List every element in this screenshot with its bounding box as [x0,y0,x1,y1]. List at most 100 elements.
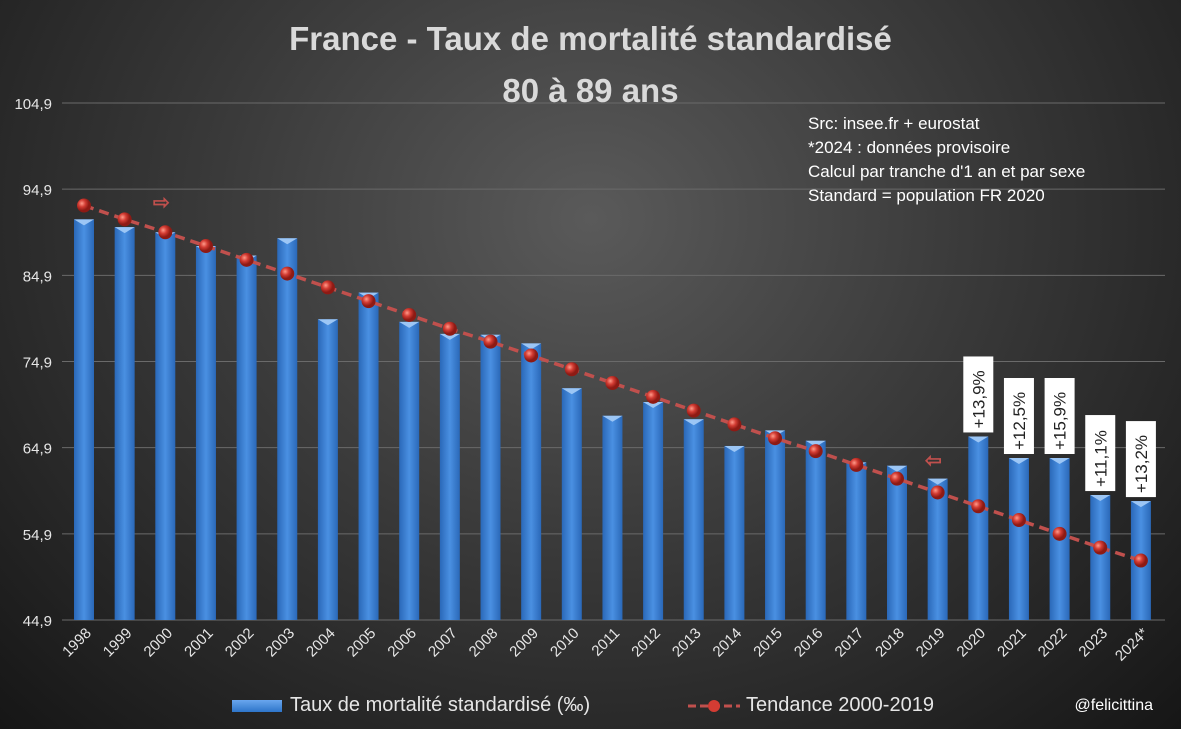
y-tick-label: 44,9 [23,613,52,630]
trend-point [808,444,823,459]
bar-cap [439,333,460,340]
x-tick-label: 2022 [1035,625,1071,661]
bar-cap [521,343,542,350]
legend-line-label: Tendance 2000-2019 [746,694,934,716]
trend-point [158,225,173,240]
bar [1008,458,1029,620]
trend-point [77,198,91,213]
credit: @felicittina [1074,697,1154,714]
y-tick-label: 74,9 [23,355,52,372]
bar [317,319,338,620]
bar [683,419,704,620]
arrow-left-icon: ⇦ [925,450,942,472]
bar-cap [887,465,907,472]
x-tick-label: 2018 [872,625,908,661]
bar [155,232,176,620]
bar-cap [1049,458,1070,465]
x-tick-label: 1998 [59,625,95,661]
bar-cap [561,388,582,395]
data-label: +13,2% [1132,435,1151,493]
trend-point [402,307,417,322]
trend-line [83,203,1142,563]
x-tick-label: 2016 [791,625,827,661]
bar-cap [927,478,948,485]
data-label-box [1085,415,1116,492]
bar [805,440,826,620]
bar [439,333,460,620]
trend-point [768,431,783,446]
trend-point [1011,513,1026,528]
bar [195,246,216,620]
bar [358,292,379,620]
x-tick-label: 1999 [100,625,136,661]
data-label-box [1044,378,1075,455]
x-tick-label: 2015 [750,625,786,661]
trend-point [605,376,620,391]
bar [277,238,298,620]
trend-point [686,403,701,418]
data-label: +11,1% [1091,430,1110,487]
x-tick-label: 2003 [262,625,298,661]
x-tick-label: 2023 [1075,625,1111,661]
legend-bar: Taux de mortalité standardisé (‰) [232,694,590,717]
trend-point [361,294,376,309]
bar [521,343,542,620]
x-tick-label: 2004 [303,625,339,661]
bar-cap [643,401,664,408]
trend-point [280,266,295,281]
trend-point [727,417,742,432]
y-tick-label: 64,9 [23,441,52,458]
legend-bar-swatch [232,699,282,712]
x-tick-label: 2006 [384,625,420,661]
bar [74,219,94,620]
bar [846,462,867,620]
bar [927,478,948,620]
trend-point [646,389,661,404]
trend-point [442,321,457,336]
bar [561,388,582,620]
bar-cap [724,445,745,452]
trend-point [524,348,539,363]
x-tick-label: 2013 [669,625,705,661]
x-tick-label: 2020 [954,625,990,661]
legend-bar-label: Taux de mortalité standardisé (‰) [290,694,591,716]
data-label-box [1125,421,1156,498]
bar [887,465,907,620]
bar [236,255,257,620]
y-tick-label: 84,9 [23,268,52,285]
x-tick-label: 2005 [344,625,380,661]
bar-cap [602,415,623,422]
note-line: *2024 : données provisoire [808,138,1011,157]
trend-point [971,499,986,514]
bar [1090,495,1111,620]
x-tick-label: 2010 [547,625,583,661]
bar [765,430,786,620]
x-tick-label: 2011 [588,625,623,660]
bar [724,445,745,620]
trend-point [483,334,498,349]
bar-cap [114,227,135,234]
bar [399,321,420,620]
chart-title: France - Taux de mortalité standardisé [289,20,892,57]
x-tick-label: 2012 [628,625,664,661]
data-label: +12,5% [1010,392,1029,450]
y-tick-label: 94,9 [23,182,52,199]
trend-point [1093,540,1108,555]
chart-subtitle: 80 à 89 ans [502,72,679,109]
bar-cap [74,219,94,226]
trend-point [117,212,132,227]
note-line: Src: insee.fr + eurostat [808,114,980,133]
arrow-right-icon: ⇨ [153,192,170,214]
bar-cap [968,436,989,443]
trend-point [930,485,945,500]
trend-point [890,471,904,486]
x-tick-label: 2024* [1112,625,1152,665]
bar [643,401,664,620]
trend-point [564,362,579,377]
bar [114,227,135,620]
bar [968,436,989,620]
data-label-box [963,356,994,433]
trend-point [198,239,213,254]
bar-cap [277,238,298,245]
trend-point [849,457,864,472]
